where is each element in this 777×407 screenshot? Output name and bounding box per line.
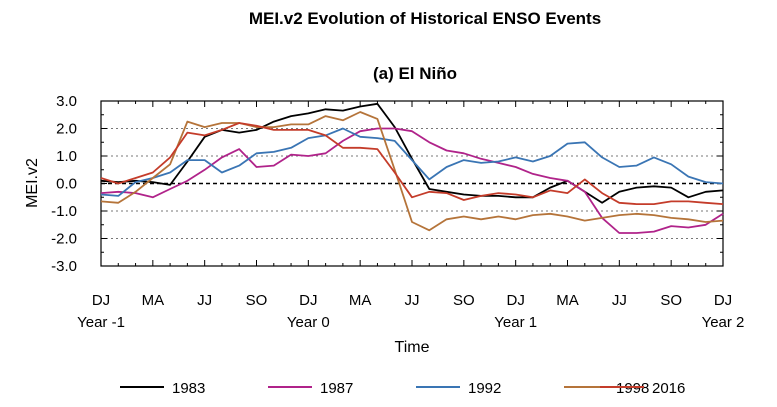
x-tick-label: DJ bbox=[299, 292, 317, 309]
x-tick-label: JJ bbox=[405, 292, 420, 309]
chart-title: MEI.v2 Evolution of Historical ENSO Even… bbox=[249, 9, 601, 28]
x-tick-label: MA bbox=[556, 292, 579, 309]
x-year-label: Year -1 bbox=[77, 314, 125, 331]
y-tick-label: 0.0 bbox=[56, 176, 77, 193]
series-line-1983 bbox=[100, 102, 724, 204]
x-tick-label: MA bbox=[142, 292, 165, 309]
x-tick-label: DJ bbox=[506, 292, 524, 309]
series-line-1998 bbox=[100, 111, 724, 232]
x-year-label: Year 0 bbox=[287, 314, 330, 331]
x-tick-labels: DJ Year -1 MA JJ SO DJ Year 0 MA JJ SO DJ Year 1 MA J… bbox=[77, 292, 744, 331]
x-tick-label: DJ bbox=[714, 292, 732, 309]
x-year-label: Year 1 bbox=[494, 314, 537, 331]
x-tick-label: MA bbox=[349, 292, 372, 309]
legend: 1983 1987 1992 1998 2016 bbox=[120, 380, 685, 397]
legend-label-1998: 1998 bbox=[616, 380, 649, 397]
y-tick-label: 2.0 bbox=[56, 121, 77, 138]
x-tick-label: SO bbox=[660, 292, 682, 309]
series-line-2016 bbox=[100, 122, 724, 206]
series-line-1987 bbox=[100, 127, 724, 234]
y-tick-label: -2.0 bbox=[51, 231, 77, 248]
series-lines bbox=[100, 102, 724, 234]
x-tick-label: DJ bbox=[92, 292, 110, 309]
legend-label-1987: 1987 bbox=[320, 380, 353, 397]
x-tick-label: JJ bbox=[197, 292, 212, 309]
x-axis-label: Time bbox=[395, 339, 430, 356]
y-tick-label: -1.0 bbox=[51, 203, 77, 220]
series-line-1992 bbox=[100, 127, 724, 197]
grid-lines bbox=[101, 128, 723, 239]
x-tick-label: SO bbox=[453, 292, 475, 309]
y-tick-label: 3.0 bbox=[56, 93, 77, 110]
legend-label-2016: 2016 bbox=[652, 380, 685, 397]
y-tick-label: -3.0 bbox=[51, 258, 77, 275]
legend-label-1983: 1983 bbox=[172, 380, 205, 397]
chart-subtitle: (a) El Niño bbox=[373, 64, 457, 83]
x-tick-label: JJ bbox=[612, 292, 627, 309]
y-tick-labels: 3.0 2.0 1.0 0.0 -1.0 -2.0 -3.0 bbox=[51, 93, 77, 275]
legend-label-1992: 1992 bbox=[468, 380, 501, 397]
x-year-label: Year 2 bbox=[702, 314, 745, 331]
plot-area bbox=[100, 100, 724, 267]
x-tick-label: SO bbox=[246, 292, 268, 309]
y-tick-label: 1.0 bbox=[56, 148, 77, 165]
y-axis-label: MEI.v2 bbox=[24, 158, 41, 208]
